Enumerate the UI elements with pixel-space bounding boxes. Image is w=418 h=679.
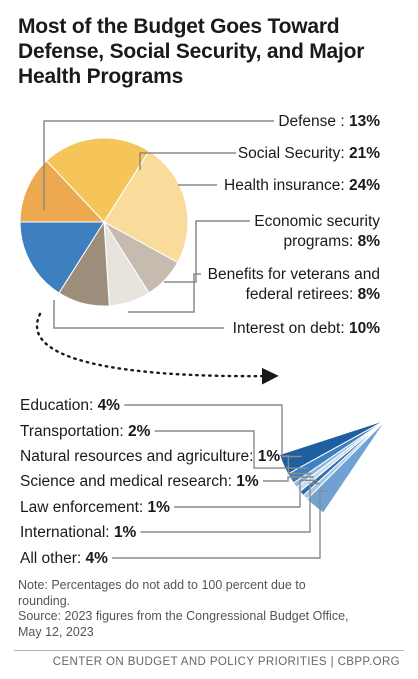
slice-label-name: programs: — [284, 233, 358, 250]
breakout-label-name: Law enforcement: — [20, 499, 148, 516]
breakout-leader-line — [262, 476, 314, 482]
slice-label-health-insurance: Health insurance: 24% — [224, 177, 380, 194]
slice-label-interest-on-debt: Interest on debt: 10% — [233, 320, 381, 337]
slice-value-label: 21% — [349, 145, 380, 162]
slice-label-benefits-for-veterans-and-federal-retirees: Benefits for veterans and federal retiree… — [208, 266, 381, 303]
fan-slice-all-other — [306, 419, 387, 514]
breakout-labels: Education: 4% Transportation: 2% Natural r… — [20, 397, 280, 567]
breakout-label-education: Education: 4% — [20, 397, 120, 414]
breakout-label-law-enforcement: Law enforcement: 1% — [20, 499, 170, 516]
slice-label-social-security: Social Security: 21% — [238, 145, 380, 162]
breakout-arrow — [35, 312, 279, 385]
footer-divider — [14, 650, 404, 651]
leader-line — [43, 120, 274, 210]
breakout-leader-line — [124, 404, 302, 458]
leader-line — [128, 273, 201, 313]
breakout-leader-line — [174, 479, 317, 508]
breakout-leader-lines — [112, 404, 328, 559]
breakout-label-science-and-medical-research: Science and medical research: 1% — [20, 473, 259, 490]
breakout-value-label: 1% — [258, 448, 281, 465]
breakout-value-label: 4% — [85, 550, 108, 567]
leader-line — [139, 152, 236, 170]
leader-line — [53, 300, 224, 329]
slice-value-label: 8% — [358, 286, 381, 303]
slice-label-name: Economic security — [254, 213, 380, 230]
breakout-label-all-other: All other: 4% — [20, 550, 108, 567]
leader-lines — [43, 120, 274, 329]
breakout-label-transportation: Transportation: 2% — [20, 423, 151, 440]
breakout-label-name: Transportation: — [20, 423, 128, 440]
breakout-label-name: All other: — [20, 550, 85, 567]
breakout-leader-line — [154, 430, 308, 469]
slice-label-text: Defense : 13% — [278, 113, 380, 130]
source-line: May 12, 2023 — [18, 624, 94, 639]
slice-label-name: Health insurance: — [224, 177, 349, 194]
slice-label-name: federal retirees: — [246, 286, 358, 303]
pie-slice-defense — [19, 160, 106, 223]
breakout-label-international: International: 1% — [20, 524, 137, 541]
slice-label-text: Social Security: 21% — [238, 145, 380, 162]
source-line: Source: 2023 figures from the Congressio… — [18, 609, 349, 623]
slice-label-name: Social Security: — [238, 145, 349, 162]
breakout-leader-line — [140, 482, 320, 533]
footer-credit: CENTER ON BUDGET AND POLICY PRIORITIES |… — [52, 656, 400, 668]
slice-label-text: programs: 8% — [284, 233, 381, 250]
note-line: Note: Percentages do not add to 100 perc… — [18, 578, 306, 592]
slice-label-text: Economic security — [254, 213, 380, 230]
pie-slice-health-insurance — [103, 150, 189, 264]
breakout-value-label: 1% — [236, 473, 259, 490]
slice-label-name: Interest on debt: — [233, 320, 349, 337]
slice-label-text: Health insurance: 24% — [224, 177, 380, 194]
breakout-leader-line — [284, 455, 312, 475]
note-block: Note: Percentages do not add to 100 perc… — [18, 578, 408, 640]
breakout-leader-line — [112, 490, 328, 559]
other-breakout-fan — [278, 419, 387, 514]
breakout-label-name: Natural resources and agriculture: — [20, 448, 258, 465]
slice-label-name: Defense : — [278, 113, 349, 130]
breakout-label-natural-resources-and-agriculture: Natural resources and agriculture: 1% — [20, 448, 280, 465]
breakout-value-label: 2% — [128, 423, 151, 440]
slice-labels: Defense : 13%Social Security: 21%Health … — [208, 113, 381, 337]
chart-title: Most of the Budget Goes Toward Defense, … — [18, 15, 365, 88]
slice-label-defense: Defense : 13% — [278, 113, 380, 130]
note-line: rounding. — [18, 593, 71, 608]
main-pie — [19, 137, 189, 307]
slice-value-label: 24% — [349, 177, 380, 194]
breakout-value-label: 4% — [98, 397, 121, 414]
breakout-label-name: Education: — [20, 397, 98, 414]
breakout-label-name: Science and medical research: — [20, 473, 236, 490]
leader-line — [164, 220, 250, 283]
pie-slice-other — [19, 221, 105, 294]
slice-label-name: Benefits for veterans and — [208, 266, 380, 283]
slice-label-text: federal retirees: 8% — [246, 286, 381, 303]
pie-slice-social-security — [45, 137, 150, 223]
slice-value-label: 8% — [358, 233, 381, 250]
slice-label-text: Benefits for veterans and — [208, 266, 380, 283]
breakout-value-label: 1% — [148, 499, 171, 516]
slice-label-text: Interest on debt: 10% — [233, 320, 381, 337]
breakout-label-name: International: — [20, 524, 114, 541]
breakout-value-label: 1% — [114, 524, 137, 541]
slice-label-economic-security-programs: Economic security programs: 8% — [254, 213, 380, 250]
slice-value-label: 10% — [349, 320, 380, 337]
slice-value-label: 13% — [349, 113, 380, 130]
